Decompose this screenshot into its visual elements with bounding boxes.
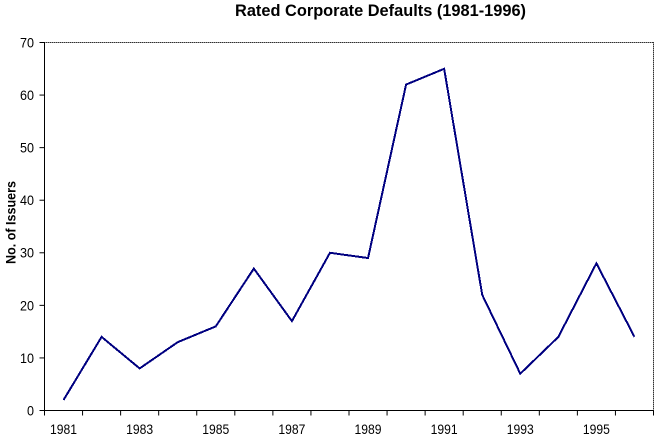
svg-text:Rated Corporate Defaults (1981: Rated Corporate Defaults (1981-1996) bbox=[235, 1, 526, 20]
svg-text:70: 70 bbox=[20, 34, 34, 50]
svg-text:1985: 1985 bbox=[202, 421, 229, 436]
svg-text:1981: 1981 bbox=[50, 421, 77, 436]
svg-text:20: 20 bbox=[20, 297, 34, 313]
svg-text:1983: 1983 bbox=[126, 421, 153, 436]
svg-text:No. of Issuers: No. of Issuers bbox=[2, 181, 18, 264]
svg-text:1987: 1987 bbox=[278, 421, 305, 436]
svg-text:10: 10 bbox=[20, 350, 34, 366]
svg-text:60: 60 bbox=[20, 87, 34, 103]
svg-text:1993: 1993 bbox=[507, 421, 534, 436]
svg-text:1989: 1989 bbox=[355, 421, 382, 436]
svg-text:40: 40 bbox=[20, 192, 34, 208]
svg-text:1995: 1995 bbox=[583, 421, 610, 436]
svg-text:30: 30 bbox=[20, 245, 34, 261]
svg-text:0: 0 bbox=[27, 402, 34, 418]
svg-text:50: 50 bbox=[20, 140, 34, 156]
svg-text:1991: 1991 bbox=[431, 421, 458, 436]
